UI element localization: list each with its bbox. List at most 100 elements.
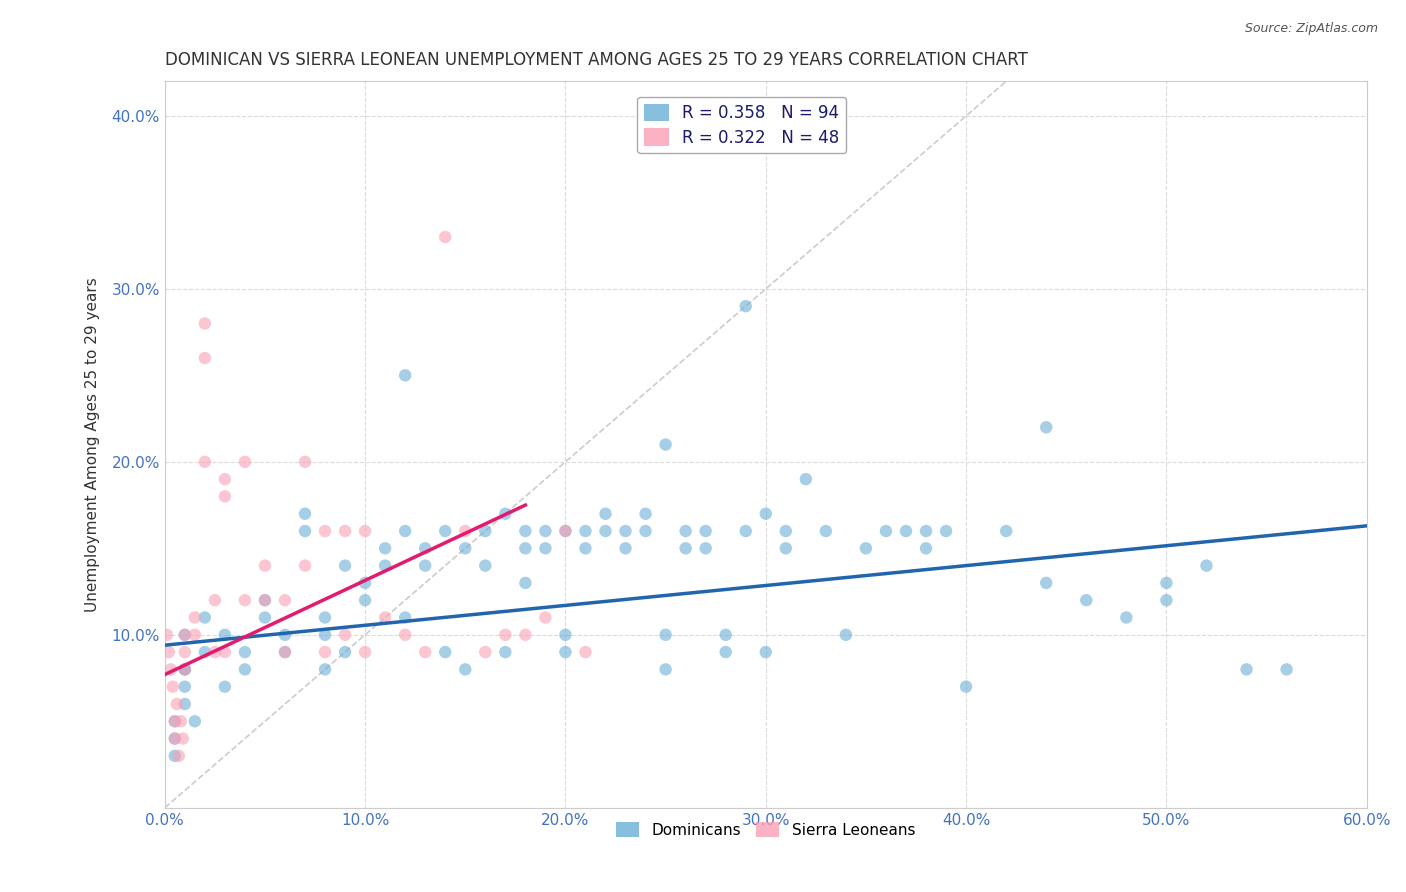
Point <box>163 748 186 763</box>
Point <box>554 628 576 642</box>
Point <box>163 714 186 729</box>
Point <box>915 541 938 556</box>
Point <box>794 472 817 486</box>
Point <box>394 524 416 538</box>
Y-axis label: Unemployment Among Ages 25 to 29 years: Unemployment Among Ages 25 to 29 years <box>86 277 100 612</box>
Point <box>595 524 617 538</box>
Point <box>855 541 877 556</box>
Point <box>714 645 737 659</box>
Point <box>454 662 477 676</box>
Point <box>534 610 557 624</box>
Point <box>314 610 336 624</box>
Point <box>214 490 236 504</box>
Text: DOMINICAN VS SIERRA LEONEAN UNEMPLOYMENT AMONG AGES 25 TO 29 YEARS CORRELATION C: DOMINICAN VS SIERRA LEONEAN UNEMPLOYMENT… <box>165 51 1028 69</box>
Point <box>1275 662 1298 676</box>
Point <box>163 714 186 729</box>
Point <box>173 645 195 659</box>
Point <box>714 628 737 642</box>
Point <box>274 645 297 659</box>
Point <box>634 507 657 521</box>
Point <box>253 593 276 607</box>
Point <box>374 541 396 556</box>
Point <box>554 524 576 538</box>
Point <box>333 645 356 659</box>
Point <box>554 645 576 659</box>
Point <box>173 697 195 711</box>
Point <box>515 575 537 590</box>
Point <box>1195 558 1218 573</box>
Point <box>157 645 180 659</box>
Point <box>1115 610 1137 624</box>
Point <box>253 593 276 607</box>
Point <box>494 645 516 659</box>
Point <box>172 731 194 746</box>
Point <box>534 524 557 538</box>
Point <box>314 645 336 659</box>
Point <box>394 368 416 383</box>
Point <box>1156 575 1178 590</box>
Point <box>253 558 276 573</box>
Point <box>159 662 181 676</box>
Point <box>454 541 477 556</box>
Point <box>1156 593 1178 607</box>
Point <box>333 524 356 538</box>
Point <box>875 524 897 538</box>
Point <box>354 593 377 607</box>
Point <box>995 524 1018 538</box>
Point <box>173 662 195 676</box>
Point <box>374 558 396 573</box>
Point <box>173 628 195 642</box>
Point <box>894 524 917 538</box>
Point <box>173 662 195 676</box>
Point <box>515 524 537 538</box>
Point <box>156 628 179 642</box>
Point <box>333 628 356 642</box>
Point <box>835 628 858 642</box>
Point <box>163 731 186 746</box>
Point <box>394 610 416 624</box>
Point <box>515 541 537 556</box>
Point <box>214 645 236 659</box>
Point <box>755 507 778 521</box>
Point <box>194 610 217 624</box>
Point <box>314 662 336 676</box>
Point <box>294 507 316 521</box>
Point <box>554 524 576 538</box>
Text: Source: ZipAtlas.com: Source: ZipAtlas.com <box>1244 22 1378 36</box>
Point <box>184 610 207 624</box>
Point <box>170 714 193 729</box>
Point <box>314 524 336 538</box>
Point <box>294 455 316 469</box>
Point <box>434 524 457 538</box>
Point <box>333 558 356 573</box>
Point <box>214 628 236 642</box>
Point <box>214 680 236 694</box>
Point <box>1035 575 1057 590</box>
Point <box>574 645 596 659</box>
Point <box>734 524 756 538</box>
Point <box>1035 420 1057 434</box>
Point <box>166 697 188 711</box>
Point <box>233 455 256 469</box>
Point <box>695 524 717 538</box>
Point <box>675 524 697 538</box>
Point <box>614 524 637 538</box>
Point <box>204 593 226 607</box>
Point <box>184 714 207 729</box>
Point <box>354 575 377 590</box>
Point <box>204 645 226 659</box>
Point <box>915 524 938 538</box>
Point <box>274 645 297 659</box>
Point <box>314 628 336 642</box>
Point <box>173 662 195 676</box>
Point <box>775 541 797 556</box>
Point <box>814 524 837 538</box>
Point <box>413 645 436 659</box>
Point <box>162 680 184 694</box>
Point <box>214 472 236 486</box>
Point <box>675 541 697 556</box>
Point <box>233 645 256 659</box>
Point <box>413 558 436 573</box>
Point <box>654 437 676 451</box>
Point <box>194 455 217 469</box>
